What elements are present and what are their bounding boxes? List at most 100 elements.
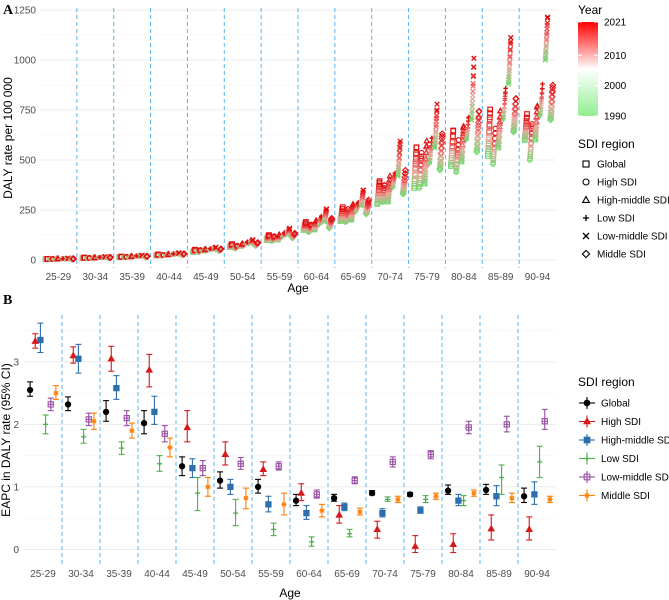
point-a-70-74-middle-sdi-2018: [401, 169, 409, 177]
point-a-45-49-middle-sdi-2020-shape: [217, 245, 225, 253]
point-a-25-29-low-sdi-2020: [61, 256, 66, 261]
point-b-60-64-middle-sdi-shape: [319, 508, 325, 514]
point-a-90-94-low-middle-sdi-2016: [544, 20, 551, 26]
point-a-80-84-global-2016-shape: [450, 133, 456, 140]
legend-shape-b-middle-sdi: [584, 492, 590, 499]
point-a-80-84-low-middle-sdi-1996: [469, 108, 475, 114]
point-a-80-84-middle-sdi-2012-shape: [474, 119, 483, 127]
x-tick-label-a-30-34: 30-34: [82, 272, 108, 283]
point-b-70-74-high-sdi: [373, 525, 382, 533]
point-a-75-79-global-2006-shape: [412, 164, 419, 171]
point-b-25-29-high-middle-sdi: [37, 336, 44, 344]
panel-b-legend: SDI region Global High SDI High-middle SDI…: [578, 375, 669, 502]
point-a-80-84-middle-sdi-2020: [475, 107, 483, 115]
point-a-75-79-middle-sdi-1998: [436, 158, 445, 166]
point-a-85-89-middle-sdi-2016-shape: [512, 100, 520, 108]
point-a-90-94-high-middle-sdi-1990: [531, 136, 539, 143]
point-b-65-69-high-sdi-shape: [335, 510, 344, 518]
year-colorbar: [578, 22, 598, 116]
x-tick-label-b-65-69: 65-69: [334, 569, 360, 580]
point-b-40-44-low-sdi-shape: [156, 461, 163, 467]
point-b-30-34-low-sdi: [80, 434, 87, 440]
point-b-70-74-high-middle-sdi: [379, 509, 386, 517]
point-a-75-79-high-sdi-2018-shape: [418, 153, 425, 160]
point-a-60-64-middle-sdi-2020-shape: [328, 214, 336, 222]
legend-shape-b-low-middle-sdi: [583, 473, 591, 481]
point-a-85-89-low-middle-sdi-2004: [506, 61, 513, 67]
x-tick-label-a-50-54: 50-54: [230, 272, 256, 283]
point-a-35-39-middle-sdi-2020: [143, 252, 151, 260]
point-a-80-84-high-sdi-1996: [453, 164, 460, 171]
point-a-80-84-high-middle-sdi-2000-shape: [458, 147, 466, 154]
point-b-70-74-low-middle-sdi-shape-cross: [390, 459, 396, 465]
point-a-90-94-middle-sdi-2008: [548, 97, 556, 106]
point-a-90-94-middle-sdi-2000: [547, 106, 555, 114]
point-b-55-59-high-sdi-shape: [259, 465, 268, 473]
point-a-30-34-middle-sdi-2020-shape: [106, 253, 115, 261]
point-a-85-89-low-middle-sdi-2006: [506, 59, 513, 66]
point-a-70-74-global-2020: [376, 178, 383, 185]
point-b-40-44-high-middle-sdi: [151, 408, 158, 416]
point-b-35-39-global-shape: [102, 408, 110, 416]
point-a-80-84-high-middle-sdi-2010: [459, 135, 467, 143]
point-a-80-84-high-middle-sdi-1990: [457, 158, 465, 165]
point-b-45-49-high-middle-sdi: [189, 464, 196, 472]
point-a-75-79-high-middle-sdi-2018-shape: [423, 142, 431, 149]
point-a-70-74-low-middle-sdi-2002-shape: [396, 160, 402, 167]
x-tick-label-b-55-59: 55-59: [258, 569, 284, 580]
point-b-45-49-low-middle-sdi: [199, 464, 206, 472]
legend-label-a-low-sdi: Low SDI: [597, 214, 635, 225]
point-b-25-29-low-middle-sdi-shape-cross: [48, 401, 54, 407]
x-tick-label-b-60-64: 60-64: [296, 569, 322, 580]
legend-shape-low-middle-sdi: [582, 232, 590, 240]
point-a-90-94-high-middle-sdi-2020-shape: [533, 102, 541, 109]
point-b-30-34-low-middle-sdi: [85, 416, 92, 423]
point-b-25-29-low-sdi-shape: [42, 421, 49, 427]
x-tick-label-b-50-54: 50-54: [220, 569, 246, 580]
point-a-85-89-low-middle-sdi-2006-shape: [506, 59, 513, 66]
legend-label-b-high-middle-sdi: High-middle SDI: [601, 436, 669, 447]
point-a-90-94-low-middle-sdi-2000: [543, 44, 549, 50]
x-tick-label-a-85-89: 85-89: [488, 272, 514, 283]
point-a-85-89-high-middle-sdi-2012-shape: [496, 117, 504, 125]
point-b-80-84-middle-sdi-shape: [471, 490, 477, 496]
point-b-85-89-low-sdi: [498, 474, 505, 481]
point-a-60-64-global-2020-shape: [303, 219, 309, 225]
point-a-75-79-global-2006: [412, 164, 419, 171]
x-tick-label-a-45-49: 45-49: [193, 272, 219, 283]
point-b-65-69-middle-sdi-shape: [357, 509, 363, 515]
point-b-60-64-high-sdi: [297, 489, 306, 496]
point-a-80-84-middle-sdi-2002: [474, 134, 482, 142]
point-a-65-69-middle-sdi-2020-shape: [364, 196, 373, 204]
x-tick-label-b-40-44: 40-44: [144, 569, 170, 580]
point-a-80-84-high-middle-sdi-2018-shape: [459, 123, 467, 131]
point-b-45-49-low-middle-sdi-shape-cross: [200, 465, 206, 471]
point-b-40-44-low-sdi: [156, 461, 163, 467]
point-a-75-79-low-middle-sdi-2014-shape: [433, 112, 440, 119]
point-b-35-39-high-sdi-shape: [107, 354, 116, 362]
point-b-90-94-global-shape: [520, 493, 528, 500]
y-tick-label-b-0: 0: [13, 545, 19, 556]
point-b-30-34-low-middle-sdi-shape-cross: [86, 416, 92, 422]
point-a-90-94-low-middle-sdi-2002: [543, 42, 550, 48]
point-a-85-89-middle-sdi-2008-shape: [511, 109, 519, 117]
legend-shape-b-global-shape: [583, 399, 591, 407]
legend-label-b-middle-sdi: Middle SDI: [601, 491, 650, 502]
point-b-90-94-high-middle-sdi-shape: [531, 491, 538, 498]
point-b-80-84-low-middle-sdi-shape-cross: [466, 424, 472, 431]
point-a-85-89-global-2000: [485, 140, 492, 147]
point-a-90-94-low-sdi-2014: [539, 90, 545, 96]
point-a-80-84-high-middle-sdi-2006: [459, 141, 466, 148]
point-b-30-34-high-sdi-shape: [69, 351, 78, 359]
point-a-75-79-middle-sdi-2010-shape: [437, 144, 446, 152]
point-b-85-89-low-middle-sdi: [503, 421, 510, 428]
point-a-90-94-low-sdi-2014-shape: [539, 90, 545, 96]
point-a-85-89-middle-sdi-2008: [511, 109, 519, 117]
point-a-70-74-high-middle-sdi-2014: [385, 179, 393, 186]
point-b-80-84-high-middle-sdi-shape: [455, 497, 462, 504]
point-b-50-54-high-middle-sdi-shape: [227, 483, 234, 491]
point-a-55-59-global-2020-shape: [266, 232, 272, 238]
point-a-90-94-middle-sdi-2004: [548, 102, 556, 110]
point-b-35-39-middle-sdi: [129, 428, 135, 434]
point-b-70-74-low-middle-sdi: [389, 458, 396, 466]
